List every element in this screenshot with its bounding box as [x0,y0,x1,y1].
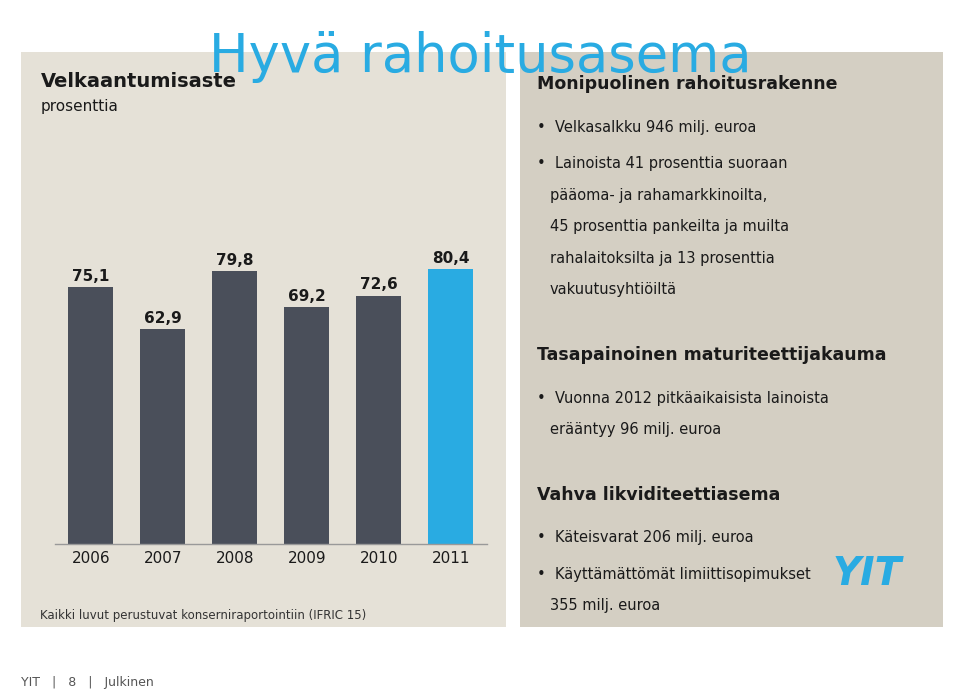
Text: Kaikki luvut perustuvat konserniraportointiin (IFRIC 15): Kaikki luvut perustuvat konserniraportoi… [40,608,367,622]
Text: pääoma- ja rahamarkkinoilta,: pääoma- ja rahamarkkinoilta, [550,187,767,203]
Text: 355 milj. euroa: 355 milj. euroa [550,598,660,613]
Text: •  Lainoista 41 prosenttia suoraan: • Lainoista 41 prosenttia suoraan [538,156,788,171]
Text: 72,6: 72,6 [360,277,397,293]
Text: 62,9: 62,9 [144,311,181,325]
Text: Monipuolinen rahoitusrakenne: Monipuolinen rahoitusrakenne [538,75,838,93]
Text: rahalaitoksilta ja 13 prosenttia: rahalaitoksilta ja 13 prosenttia [550,251,775,266]
Text: Hyvä rahoitusasema: Hyvä rahoitusasema [208,31,752,84]
Text: 79,8: 79,8 [216,253,253,268]
Text: vakuutusyhtiöiltä: vakuutusyhtiöiltä [550,282,677,298]
Text: •  Käteisvarat 206 milj. euroa: • Käteisvarat 206 milj. euroa [538,530,754,545]
Text: prosenttia: prosenttia [40,100,118,114]
Bar [68,287,113,544]
Text: 80,4: 80,4 [432,251,469,266]
Bar [284,307,329,544]
Text: •  Käyttämättömät limiittisopimukset: • Käyttämättömät limiittisopimukset [538,567,811,581]
Bar [356,296,401,544]
Text: •  Vuonna 2012 pitkäaikaisista lainoista: • Vuonna 2012 pitkäaikaisista lainoista [538,390,829,406]
Text: erääntyy 96 milj. euroa: erääntyy 96 milj. euroa [550,422,721,437]
Bar [140,329,185,544]
Text: •  Velkasalkku 946 milj. euroa: • Velkasalkku 946 milj. euroa [538,120,756,135]
Text: Velkaantumisaste: Velkaantumisaste [40,72,236,91]
Text: Tasapainoinen maturiteettijakauma: Tasapainoinen maturiteettijakauma [538,346,887,365]
Text: 69,2: 69,2 [288,289,325,304]
Text: Vahva likviditeettiasema: Vahva likviditeettiasema [538,486,780,504]
Bar [428,269,473,544]
Text: YIT   |   8   |   Julkinen: YIT | 8 | Julkinen [21,675,154,689]
Text: 75,1: 75,1 [72,269,109,284]
Text: YIT: YIT [832,555,901,592]
Text: 45 prosenttia pankeilta ja muilta: 45 prosenttia pankeilta ja muilta [550,219,789,234]
Bar [212,271,257,544]
